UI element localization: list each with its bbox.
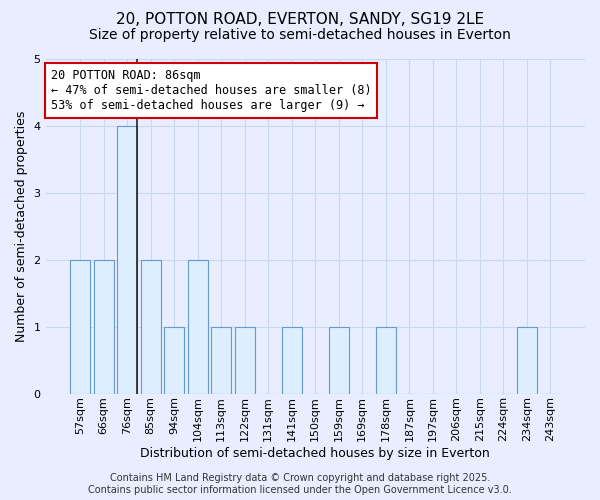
Bar xyxy=(282,326,302,394)
Text: Contains HM Land Registry data © Crown copyright and database right 2025.
Contai: Contains HM Land Registry data © Crown c… xyxy=(88,474,512,495)
Text: 20 POTTON ROAD: 86sqm
← 47% of semi-detached houses are smaller (8)
53% of semi-: 20 POTTON ROAD: 86sqm ← 47% of semi-deta… xyxy=(51,69,371,112)
Bar xyxy=(70,260,90,394)
Bar xyxy=(211,326,231,394)
Bar xyxy=(517,326,537,394)
Bar xyxy=(164,326,184,394)
Bar xyxy=(235,326,255,394)
Bar xyxy=(376,326,396,394)
Bar xyxy=(188,260,208,394)
Bar xyxy=(140,260,161,394)
Bar xyxy=(117,126,137,394)
X-axis label: Distribution of semi-detached houses by size in Everton: Distribution of semi-detached houses by … xyxy=(140,447,490,460)
Y-axis label: Number of semi-detached properties: Number of semi-detached properties xyxy=(15,110,28,342)
Bar xyxy=(329,326,349,394)
Bar xyxy=(94,260,113,394)
Text: 20, POTTON ROAD, EVERTON, SANDY, SG19 2LE: 20, POTTON ROAD, EVERTON, SANDY, SG19 2L… xyxy=(116,12,484,28)
Text: Size of property relative to semi-detached houses in Everton: Size of property relative to semi-detach… xyxy=(89,28,511,42)
